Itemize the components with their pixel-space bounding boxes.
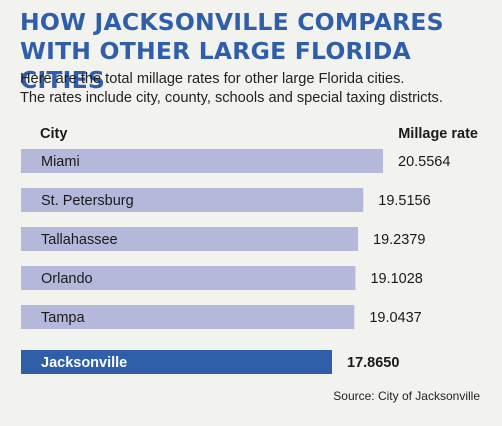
bar-st-petersburg bbox=[21, 188, 364, 212]
millage-rate-column-header: Millage rate bbox=[398, 126, 478, 142]
subtitle-line-2: The rates include city, county, schools … bbox=[20, 90, 443, 106]
value-label-orlando: 19.1028 bbox=[370, 271, 422, 287]
value-label-tampa: 19.0437 bbox=[369, 310, 421, 326]
bar-tallahassee bbox=[21, 227, 359, 251]
bar-jacksonville bbox=[21, 350, 332, 374]
category-label-miami: Miami bbox=[41, 154, 80, 170]
bar-miami bbox=[21, 149, 383, 173]
bar-orlando bbox=[21, 266, 356, 290]
value-label-tallahassee: 19.2379 bbox=[373, 232, 425, 248]
title-line-2: WITH OTHER LARGE FLORIDA CITIES bbox=[20, 37, 411, 94]
category-label-tallahassee: Tallahassee bbox=[41, 232, 118, 248]
chart-title: HOW JACKSONVILLE COMPARES WITH OTHER LAR… bbox=[20, 8, 490, 95]
source-note: Source: City of Jacksonville bbox=[333, 389, 480, 403]
category-label-orlando: Orlando bbox=[41, 271, 93, 287]
chart-subtitle: Here are the total millage rates for oth… bbox=[20, 70, 498, 108]
bar-tampa bbox=[21, 305, 355, 329]
category-label-tampa: Tampa bbox=[41, 310, 85, 326]
value-label-jacksonville: 17.8650 bbox=[347, 355, 399, 371]
title-line-1: HOW JACKSONVILLE COMPARES bbox=[20, 8, 444, 36]
subtitle-line-1: Here are the total millage rates for oth… bbox=[20, 71, 405, 87]
value-label-st-petersburg: 19.5156 bbox=[378, 193, 430, 209]
city-column-header: City bbox=[40, 126, 68, 142]
category-label-st-petersburg: St. Petersburg bbox=[41, 193, 134, 209]
category-label-jacksonville: Jacksonville bbox=[41, 355, 127, 371]
value-label-miami: 20.5564 bbox=[398, 154, 450, 170]
